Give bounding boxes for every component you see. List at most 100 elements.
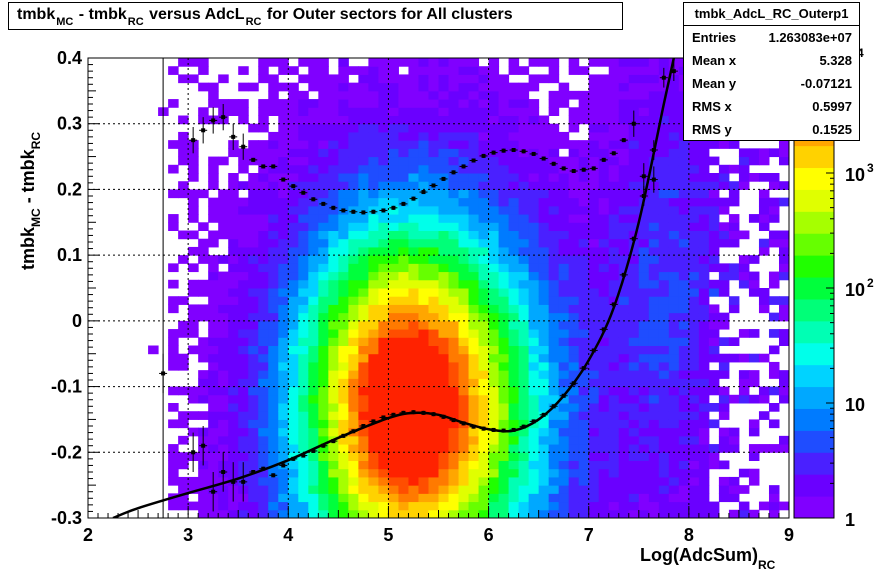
heatmap-cell (638, 320, 650, 330)
heatmap-cell (308, 337, 319, 346)
heatmap-cell (728, 271, 740, 281)
heatmap-cell (608, 394, 620, 404)
heatmap-cell (648, 386, 660, 396)
heatmap-cell (328, 452, 339, 461)
heatmap-cell (178, 452, 189, 461)
heatmap-cell (758, 197, 770, 207)
heatmap-cell (568, 460, 580, 470)
heatmap-cell (648, 427, 660, 437)
heatmap-cell (388, 99, 399, 108)
heatmap-cell (548, 304, 560, 314)
heatmap-cell (388, 353, 399, 363)
heatmap-cell (738, 148, 750, 158)
heatmap-cell (338, 156, 349, 166)
heatmap-cell (718, 140, 730, 149)
heatmap-cell (658, 189, 670, 199)
heatmap-cell (668, 271, 680, 281)
heatmap-cell (548, 493, 560, 503)
heatmap-cell (588, 337, 600, 346)
heatmap-cell (668, 337, 680, 346)
heatmap-cell (248, 288, 259, 297)
heatmap-cell (198, 468, 209, 478)
heatmap-cell (358, 222, 369, 231)
heatmap-cell (428, 279, 439, 289)
heatmap-cell (378, 296, 389, 305)
heatmap-cell (318, 246, 329, 256)
heatmap-cell (328, 337, 339, 346)
heatmap-cell (488, 394, 500, 404)
heatmap-cell (378, 66, 389, 75)
heatmap-cell (548, 140, 560, 149)
heatmap-cell (448, 82, 460, 92)
heatmap-cell (428, 131, 439, 141)
heatmap-cell (408, 90, 419, 100)
data-point (281, 177, 286, 182)
heatmap-cell (338, 304, 349, 314)
heatmap-cell (418, 353, 429, 363)
heatmap-cell (248, 140, 259, 149)
heatmap-cell (558, 329, 570, 338)
heatmap-cell (288, 386, 299, 396)
heatmap-cell (448, 296, 460, 305)
heatmap-cell (278, 485, 289, 494)
heatmap-cell (258, 304, 269, 314)
plot-frame (87, 57, 790, 519)
heatmap-cell (428, 197, 439, 207)
heatmap-cell (528, 156, 540, 166)
heatmap-cell (438, 427, 450, 437)
heatmap-cell (328, 279, 339, 289)
heatmap-cell (658, 427, 670, 437)
heatmap-cell (478, 140, 490, 149)
heatmap-cell (208, 378, 219, 388)
heatmap-cell (578, 320, 590, 330)
heatmap-cell (228, 427, 239, 437)
heatmap-cell (278, 140, 289, 149)
heatmap-cell (688, 460, 700, 470)
heatmap-cell (228, 345, 239, 355)
heatmap-cell (568, 312, 580, 322)
heatmap-cell (598, 246, 610, 256)
heatmap-cell (378, 304, 389, 314)
heatmap-cell (308, 238, 319, 248)
heatmap-cell (288, 411, 299, 420)
heatmap-cell (268, 353, 279, 363)
heatmap-cell (618, 279, 630, 289)
heatmap-cell (528, 205, 540, 215)
heatmap-cell (658, 501, 670, 511)
heatmap-cell (658, 485, 670, 494)
heatmap-cell (368, 370, 379, 379)
heatmap-cell (208, 370, 219, 379)
heatmap-cell (538, 173, 550, 182)
heatmap-cell (528, 164, 540, 174)
heatmap-cell (178, 485, 189, 494)
heatmap-cell (558, 394, 570, 404)
heatmap-cell (458, 493, 470, 503)
heatmap-cell (348, 148, 359, 158)
heatmap-cell (618, 205, 630, 215)
heatmap-cell (248, 123, 259, 133)
heatmap-cell (378, 115, 389, 125)
heatmap-cell (528, 485, 540, 494)
heatmap-cell (468, 345, 480, 355)
z-tick-exponent: 3 (867, 161, 874, 175)
heatmap-cell (548, 131, 560, 141)
stats-row-rms-x: RMS x 0.5997 (692, 99, 852, 114)
heatmap-cell (328, 493, 339, 503)
heatmap-cell (338, 468, 349, 478)
heatmap-cell (548, 320, 560, 330)
heatmap-cell (458, 66, 470, 75)
heatmap-cell (468, 99, 480, 108)
stats-row-rms-y: RMS y 0.1525 (692, 122, 852, 137)
heatmap-cell (508, 115, 520, 125)
heatmap-cell (468, 296, 480, 305)
heatmap-cell (268, 164, 279, 174)
heatmap-cell (518, 493, 530, 503)
heatmap-cell (268, 370, 279, 379)
heatmap-cell (388, 214, 399, 223)
heatmap-cell (518, 189, 530, 199)
heatmap-cell (458, 460, 470, 470)
heatmap-cell (268, 271, 279, 281)
heatmap-cell (448, 222, 460, 231)
heatmap-cell (648, 189, 660, 199)
heatmap-cell (728, 222, 740, 231)
